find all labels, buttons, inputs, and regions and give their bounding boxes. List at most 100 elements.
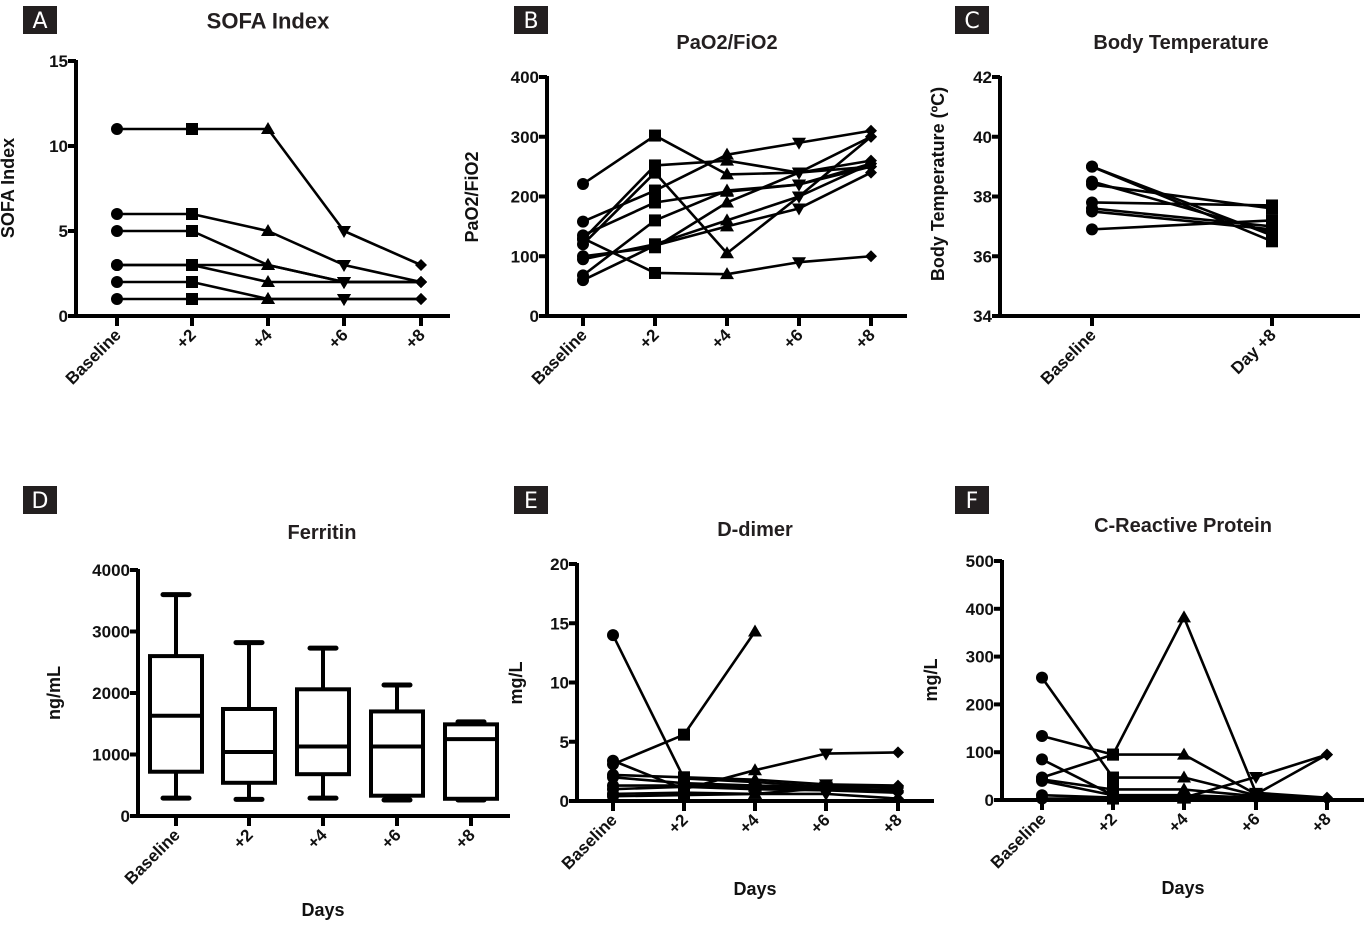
panel-badge: C (955, 6, 989, 34)
data-point (1036, 792, 1048, 805)
x-tick-label: +8 (402, 325, 429, 352)
y-tick-label: 400 (511, 68, 539, 87)
series-line (1091, 210, 1273, 231)
x-tick-label: Baseline (62, 325, 125, 388)
iqr-box (443, 722, 499, 801)
data-point (337, 226, 351, 238)
data-point (865, 166, 877, 179)
y-tick-label: 15 (49, 52, 68, 71)
data-point (649, 166, 661, 179)
data-point (577, 177, 589, 190)
y-tick-label: 10 (49, 137, 68, 156)
x-tick-label: +6 (378, 825, 405, 852)
x-tick-label: Baseline (558, 810, 621, 873)
series-patient-1 (111, 122, 427, 271)
data-point (1321, 793, 1333, 806)
panel-b: B PaO2/FiO2 0 100 200 300 400 Baseline +2 +4 +6 +8 P… (462, 6, 907, 388)
series-patient-9 (577, 166, 877, 287)
data-point (186, 208, 198, 220)
data-point (607, 754, 619, 767)
data-point (186, 293, 198, 305)
data-point (111, 123, 123, 135)
data-point (649, 266, 661, 279)
data-point (577, 253, 589, 266)
data-point (1177, 791, 1191, 804)
data-point (607, 790, 619, 803)
data-point (1086, 223, 1098, 236)
x-tick-label: +4 (304, 825, 332, 853)
x-tick-label: +6 (780, 325, 807, 352)
y-tick-label: 3000 (92, 623, 130, 642)
y-tick-label: 100 (511, 247, 539, 266)
series-line (1091, 201, 1273, 207)
panel-badge-bg (514, 6, 548, 34)
data-point (186, 225, 198, 237)
x-tick-label: +8 (1308, 809, 1335, 836)
data-point (577, 232, 589, 245)
y-tick-label: 5 (560, 733, 569, 752)
x-tick-label: Baseline (528, 325, 591, 388)
x-axis-label: Days (1161, 878, 1204, 898)
box-plot (369, 682, 425, 803)
y-tick-label: 2000 (92, 684, 130, 703)
y-tick-label: 0 (59, 307, 68, 326)
data-point (1086, 160, 1098, 173)
series-line (117, 229, 421, 284)
x-tick-label: +4 (736, 810, 764, 838)
iqr-box (221, 706, 277, 785)
y-tick-label: 10 (550, 674, 569, 693)
data-point (111, 259, 123, 271)
data-point (111, 293, 123, 305)
y-tick-label: 0 (985, 791, 994, 810)
data-point (649, 196, 661, 209)
data-point (607, 629, 619, 642)
y-tick-label: 0 (560, 792, 569, 811)
data-point (720, 183, 734, 196)
data-point (415, 259, 427, 271)
data-point (261, 122, 275, 134)
y-tick-label: 42 (973, 68, 992, 87)
x-tick-label: +8 (879, 810, 906, 837)
data-point (186, 123, 198, 135)
data-point (1177, 610, 1191, 623)
series-line (612, 630, 757, 766)
series-patient-4 (1086, 178, 1278, 215)
x-tick-label: +4 (249, 325, 277, 353)
data-point (792, 257, 806, 270)
data-point (186, 276, 198, 288)
data-point (415, 293, 427, 305)
data-point (415, 276, 427, 288)
x-axis-label: Days (733, 879, 776, 899)
data-point (819, 788, 833, 801)
y-tick-label: 400 (966, 600, 994, 619)
panel-badge-bg (23, 6, 57, 34)
data-point (261, 292, 275, 304)
data-point (1249, 794, 1263, 807)
data-point (649, 184, 661, 197)
chart-title: SOFA Index (207, 9, 330, 34)
series-patient-5 (1086, 196, 1278, 212)
data-point (748, 763, 762, 776)
y-axis-label: SOFA Index (0, 138, 18, 238)
x-tick-label: +2 (1094, 809, 1121, 836)
data-point (607, 771, 619, 784)
data-point (1177, 770, 1191, 783)
series-patient-2 (607, 624, 762, 771)
panel-c: C Body Temperature 34 36 38 40 42 Baseline Day +… (928, 6, 1360, 388)
data-point (261, 224, 275, 236)
box-plot (221, 640, 277, 802)
data-point (337, 294, 351, 306)
panel-badge: A (23, 6, 57, 34)
series-patient-8 (1086, 214, 1278, 236)
series-patient-10 (577, 232, 877, 280)
data-point (678, 789, 690, 802)
y-tick-label: 500 (966, 552, 994, 571)
y-tick-label: 34 (973, 307, 992, 326)
data-point (720, 153, 734, 166)
y-tick-label: 0 (121, 807, 130, 826)
y-axis-label: ng/mL (44, 666, 64, 720)
iqr-box (369, 709, 425, 798)
panel-badge: D (23, 486, 57, 514)
y-axis-label: mg/L (921, 658, 941, 701)
iqr-box (295, 687, 351, 777)
